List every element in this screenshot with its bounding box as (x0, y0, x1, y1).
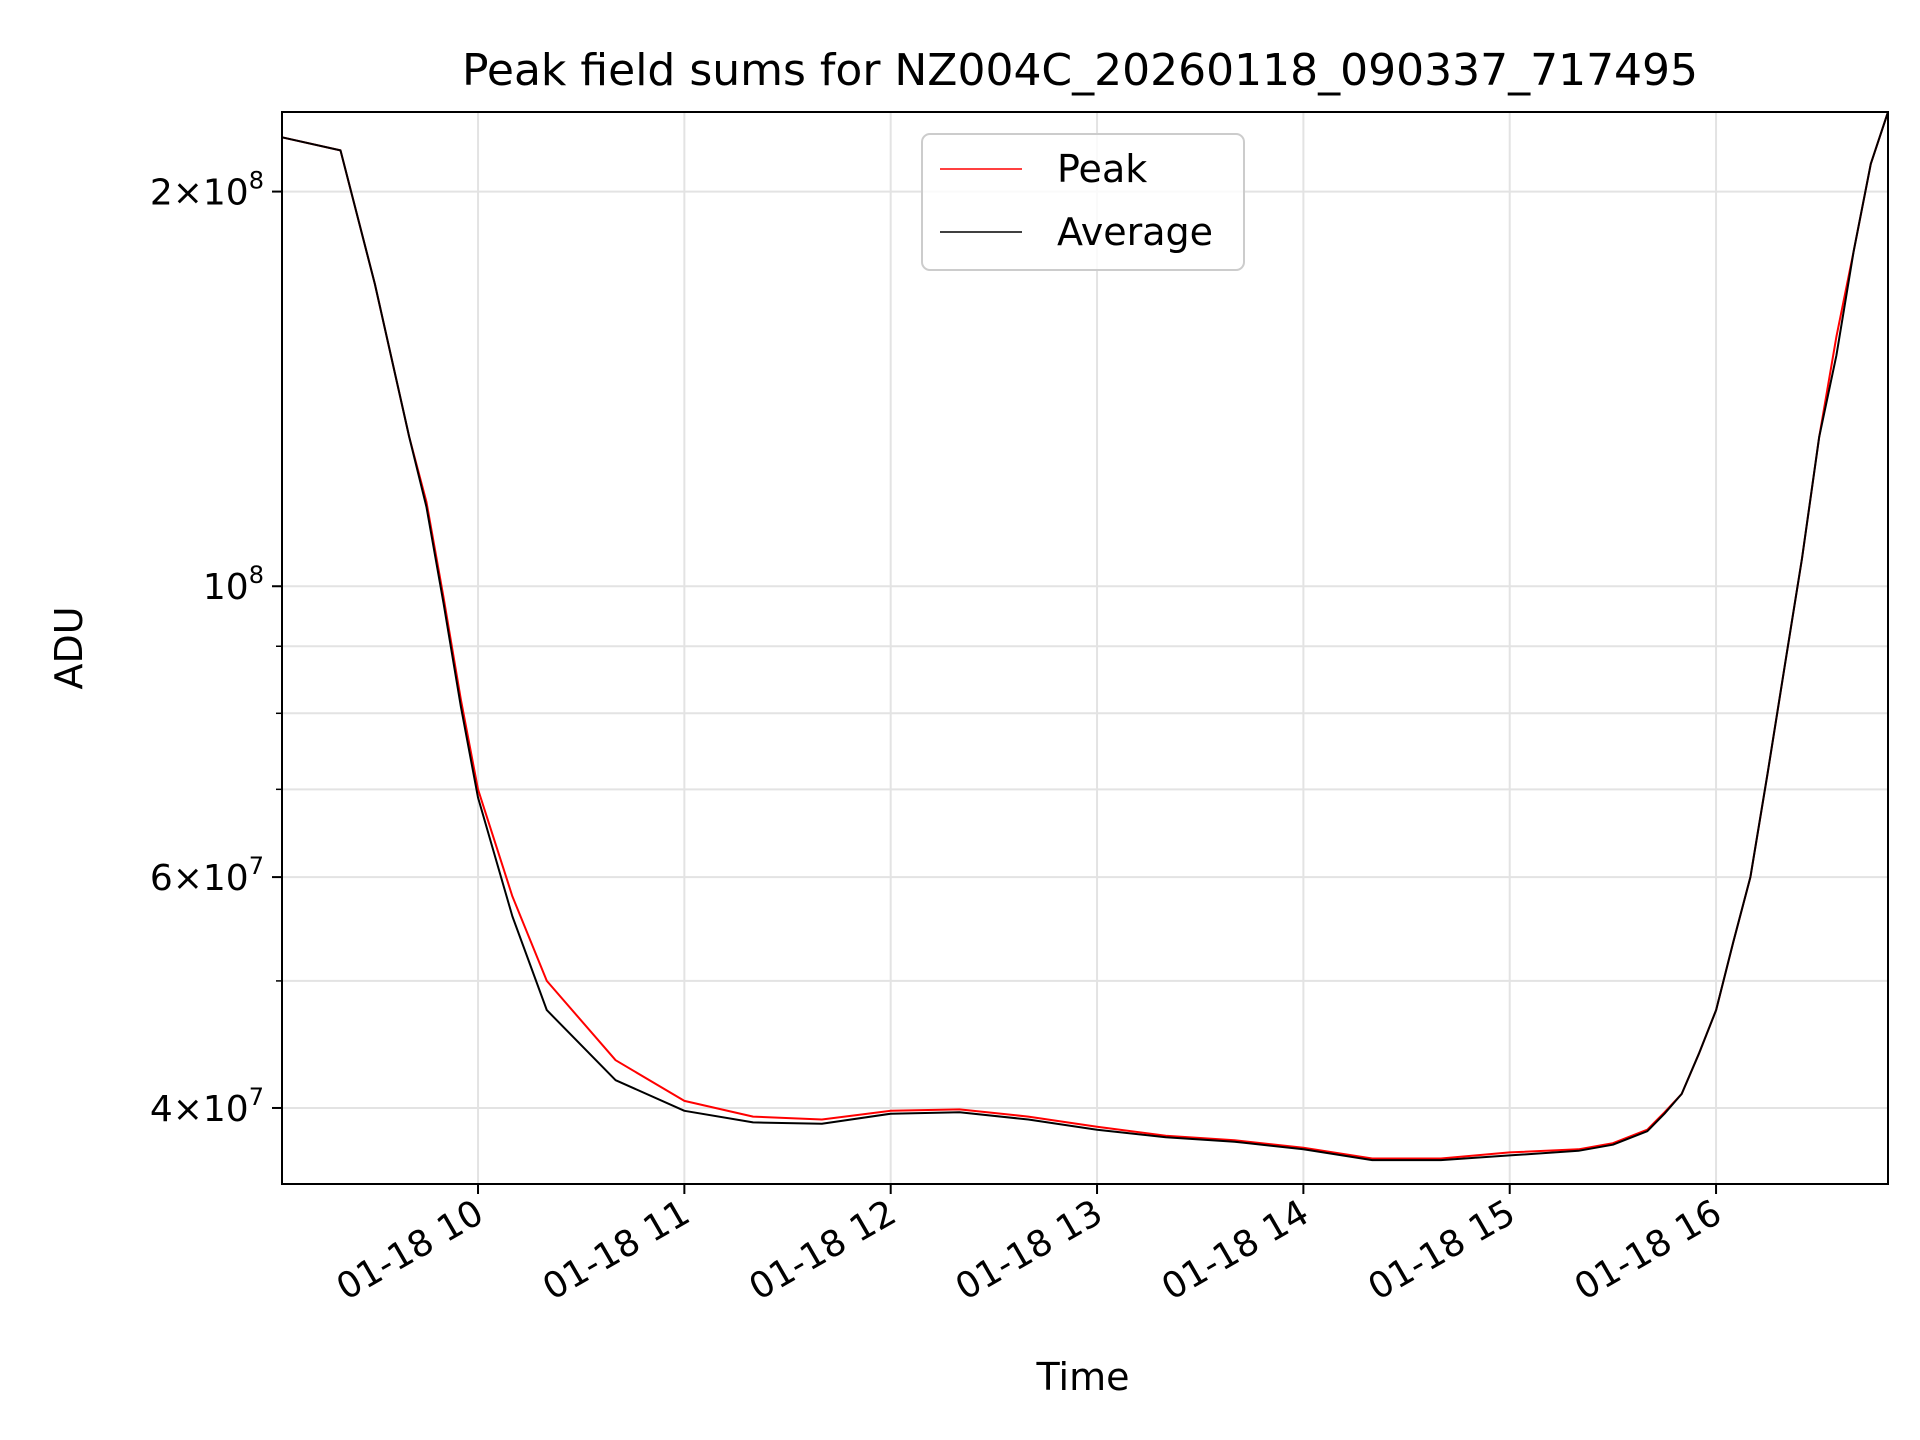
legend-box (921, 133, 1245, 271)
y-tick-label: 108 (203, 561, 264, 608)
y-tick-label: 6×107 (150, 852, 264, 899)
legend-average-label: Average (1057, 210, 1213, 254)
average-line (281, 111, 1889, 1162)
chart-title: Peak field sums for NZ004C_20260118_0903… (462, 45, 1698, 96)
legend: Peak Average (921, 133, 1245, 271)
y-axis-label: ADU (47, 606, 91, 689)
y-axis: 2×108 108 6×107 4×107 (150, 167, 282, 1130)
grid (282, 112, 1888, 1184)
y-tick-label: 2×108 (150, 167, 264, 214)
plot-frame (281, 111, 1889, 1185)
series-layer (281, 111, 1889, 1162)
x-axis-label: Time (1036, 1355, 1130, 1399)
legend-peak-label: Peak (1057, 147, 1147, 191)
y-tick-label: 4×107 (150, 1083, 264, 1130)
